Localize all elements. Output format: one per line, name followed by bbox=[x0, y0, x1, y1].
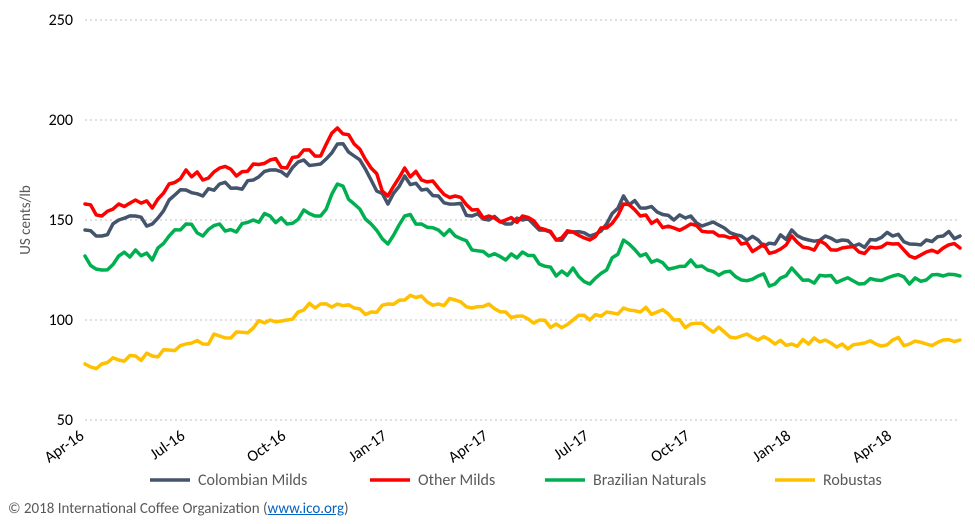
y-tick-label: 200 bbox=[49, 111, 73, 130]
legend-label: Brazilian Naturals bbox=[593, 471, 706, 490]
x-tick-label: Oct-17 bbox=[647, 427, 693, 467]
copyright-suffix: ) bbox=[344, 500, 349, 518]
series-colombian-milds bbox=[85, 144, 960, 248]
legend-label: Other Milds bbox=[418, 471, 495, 490]
series-brazilian-naturals bbox=[85, 184, 960, 286]
legend-label: Robustas bbox=[823, 471, 882, 490]
x-tick-label: Jul-17 bbox=[550, 427, 592, 465]
y-axis-label: US cents/lb bbox=[17, 185, 35, 255]
x-tick-label: Jan-17 bbox=[345, 427, 391, 467]
copyright-link[interactable]: www.ico.org bbox=[268, 500, 344, 518]
x-tick-label: Apr-18 bbox=[849, 427, 896, 468]
copyright-line: © 2018 International Coffee Organization… bbox=[8, 500, 349, 518]
y-tick-label: 50 bbox=[57, 411, 73, 430]
legend: Colombian Milds Other Milds Brazilian Natu… bbox=[150, 471, 882, 490]
y-tick-label: 150 bbox=[49, 211, 73, 230]
x-tick-label: Apr-16 bbox=[41, 427, 88, 468]
x-tick-label: Oct-16 bbox=[243, 427, 289, 467]
x-tick-label: Jul-16 bbox=[147, 427, 189, 465]
x-tick-label: Jan-18 bbox=[749, 427, 795, 467]
y-tick-label: 100 bbox=[49, 311, 73, 330]
series-robustas bbox=[85, 295, 960, 368]
legend-label: Colombian Milds bbox=[198, 471, 307, 490]
copyright-prefix: © 2018 International Coffee Organization… bbox=[8, 500, 268, 518]
coffee-price-chart: 50 100 150 200 250 US cents/lb Apr-16 Jul-16 Oct… bbox=[0, 0, 975, 524]
x-tick-label: Apr-17 bbox=[445, 427, 492, 468]
y-tick-label: 250 bbox=[49, 11, 73, 30]
